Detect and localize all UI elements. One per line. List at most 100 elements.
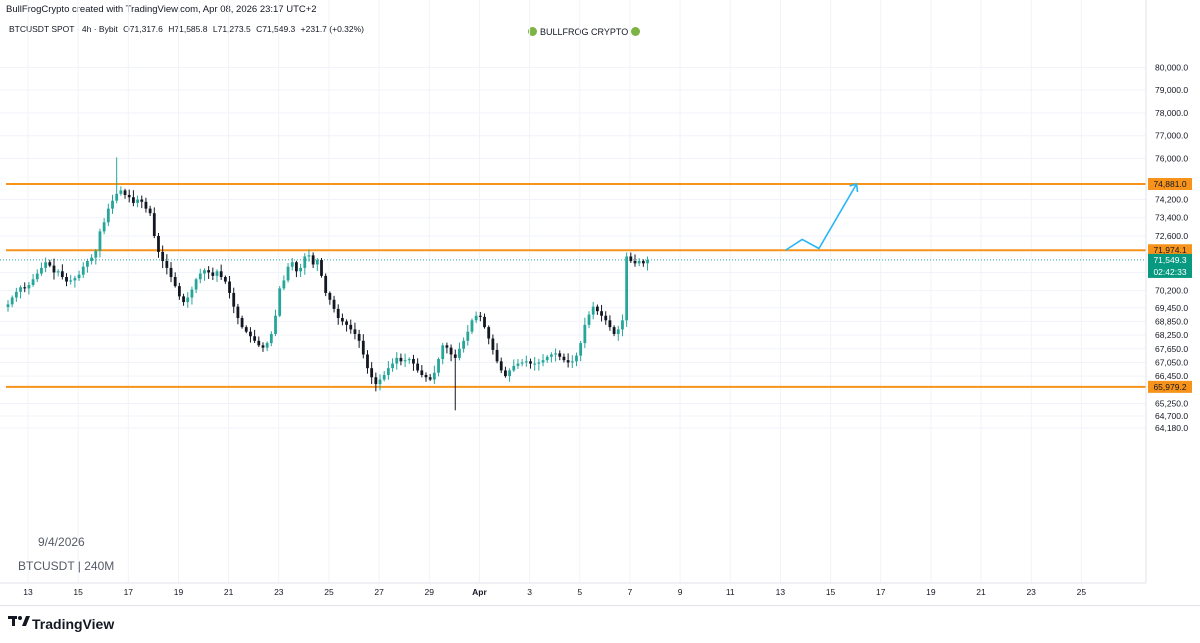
- candle-body: [374, 377, 378, 385]
- time-tick-label[interactable]: 21: [224, 587, 234, 597]
- candle-body: [407, 359, 411, 361]
- candle-body: [625, 256, 629, 321]
- candle-body: [424, 374, 428, 378]
- candle-body: [428, 377, 432, 380]
- candle-body: [186, 297, 190, 303]
- time-tick-label[interactable]: 11: [726, 587, 735, 597]
- change-value: +231.7 (+0.32%): [300, 24, 364, 34]
- candle-body: [370, 368, 374, 378]
- candle-body: [566, 360, 570, 363]
- candle-body: [307, 255, 311, 257]
- candle-body: [81, 266, 85, 275]
- candle-body: [232, 292, 236, 307]
- candle-body: [399, 357, 403, 362]
- time-axis-ticks[interactable]: 13 15 17 19 21 23 25 27 29 Apr 3 5 7 9 11 13 15 17 19 21 23 2…: [23, 587, 1086, 597]
- projection-arrow-head: [849, 182, 859, 193]
- candle-body: [111, 200, 114, 209]
- candle-body: [466, 331, 470, 341]
- candle-body: [136, 199, 139, 203]
- candle-body: [412, 359, 415, 364]
- price-axis[interactable]: [1146, 0, 1200, 583]
- candle-body: [207, 270, 211, 273]
- candle-body: [579, 343, 583, 356]
- candle-body: [378, 379, 382, 385]
- candle-body: [274, 315, 277, 334]
- candle-body: [336, 308, 340, 319]
- price-tick-label: 69,450.0: [1155, 303, 1188, 313]
- price-tick-label: 64,700.0: [1155, 411, 1188, 421]
- price-tick-label: 67,650.0: [1155, 344, 1188, 354]
- time-tick-label[interactable]: 15: [73, 587, 83, 597]
- candle-body: [65, 276, 68, 282]
- time-tick-label[interactable]: 21: [976, 587, 986, 597]
- time-tick-label[interactable]: 23: [1026, 587, 1036, 597]
- candle-body: [612, 327, 616, 334]
- candle-body: [508, 370, 511, 377]
- candle-body: [19, 287, 22, 292]
- time-tick-label[interactable]: 17: [124, 587, 134, 597]
- candle-body: [249, 331, 252, 337]
- candle-body: [478, 315, 482, 317]
- candle-body: [144, 201, 148, 209]
- tradingview-logo-icon[interactable]: [8, 614, 30, 628]
- candles: [6, 157, 649, 411]
- candle-body: [123, 190, 127, 195]
- time-tick-label[interactable]: 15: [826, 587, 836, 597]
- candle-body: [550, 354, 553, 357]
- time-tick-label[interactable]: 23: [274, 587, 284, 597]
- candle-body: [520, 362, 524, 364]
- price-axis-ticks: 80,000.0 79,000.0 78,000.0 77,000.0 76,000.0…: [1155, 62, 1188, 433]
- time-tick-label[interactable]: 5: [577, 587, 582, 597]
- time-tick-label[interactable]: 3: [527, 587, 532, 597]
- candle-body: [595, 306, 599, 312]
- time-tick-label[interactable]: Apr: [472, 587, 487, 597]
- candle-body: [73, 278, 77, 281]
- price-tick-label: 76,000.0: [1155, 154, 1188, 164]
- price-tick-label: 67,050.0: [1155, 357, 1188, 367]
- level-price-tag: [1148, 178, 1192, 190]
- candle-body: [470, 320, 474, 332]
- watermark-symbol: BTCUSDT | 240M: [18, 559, 115, 573]
- tradingview-brand[interactable]: TradingView: [32, 616, 115, 632]
- candle-body: [541, 360, 545, 363]
- time-tick-label[interactable]: 13: [23, 587, 33, 597]
- candle-body: [637, 261, 641, 264]
- time-tick-label[interactable]: 13: [776, 587, 786, 597]
- candle-body: [35, 273, 39, 280]
- candle-body: [44, 262, 48, 268]
- candle-body: [332, 299, 336, 309]
- time-tick-label[interactable]: 9: [678, 587, 683, 597]
- time-tick-label[interactable]: 7: [628, 587, 633, 597]
- candle-body: [173, 276, 177, 287]
- candle-body: [570, 361, 574, 363]
- candle-body: [94, 250, 98, 258]
- candle-body: [27, 284, 31, 289]
- support-resistance-levels[interactable]: [6, 183, 1146, 388]
- candle-body: [449, 347, 453, 355]
- candle-body: [554, 353, 557, 355]
- candle-body: [512, 365, 516, 371]
- candle-body: [102, 222, 106, 232]
- time-tick-label[interactable]: 19: [174, 587, 184, 597]
- candle-body: [77, 274, 81, 279]
- time-tick-label[interactable]: 17: [876, 587, 886, 597]
- symbol-line[interactable]: BTCUSDT SPOT · 4h · Bybit: [9, 24, 118, 34]
- time-tick-label[interactable]: 25: [1077, 587, 1087, 597]
- level-price-tag: [1148, 244, 1192, 257]
- price-tick-label: 74,200.0: [1155, 195, 1188, 205]
- level-price-label: 65,979.2: [1153, 382, 1186, 392]
- price-chart[interactable]: 80,000.0 79,000.0 78,000.0 77,000.0 76,000.0…: [0, 0, 1200, 605]
- time-tick-label[interactable]: 19: [926, 587, 936, 597]
- candle-body: [575, 355, 578, 362]
- time-tick-label[interactable]: 29: [425, 587, 435, 597]
- price-tick-label: 66,450.0: [1155, 371, 1188, 381]
- price-tick-label: 77,000.0: [1155, 131, 1188, 141]
- candle-body: [165, 261, 169, 268]
- candle-body: [152, 213, 156, 236]
- candle-body: [591, 306, 595, 315]
- candle-body: [349, 324, 353, 330]
- candle-body: [56, 271, 60, 273]
- time-tick-label[interactable]: 25: [324, 587, 334, 597]
- price-tick-label: 68,250.0: [1155, 330, 1188, 340]
- time-tick-label[interactable]: 27: [374, 587, 384, 597]
